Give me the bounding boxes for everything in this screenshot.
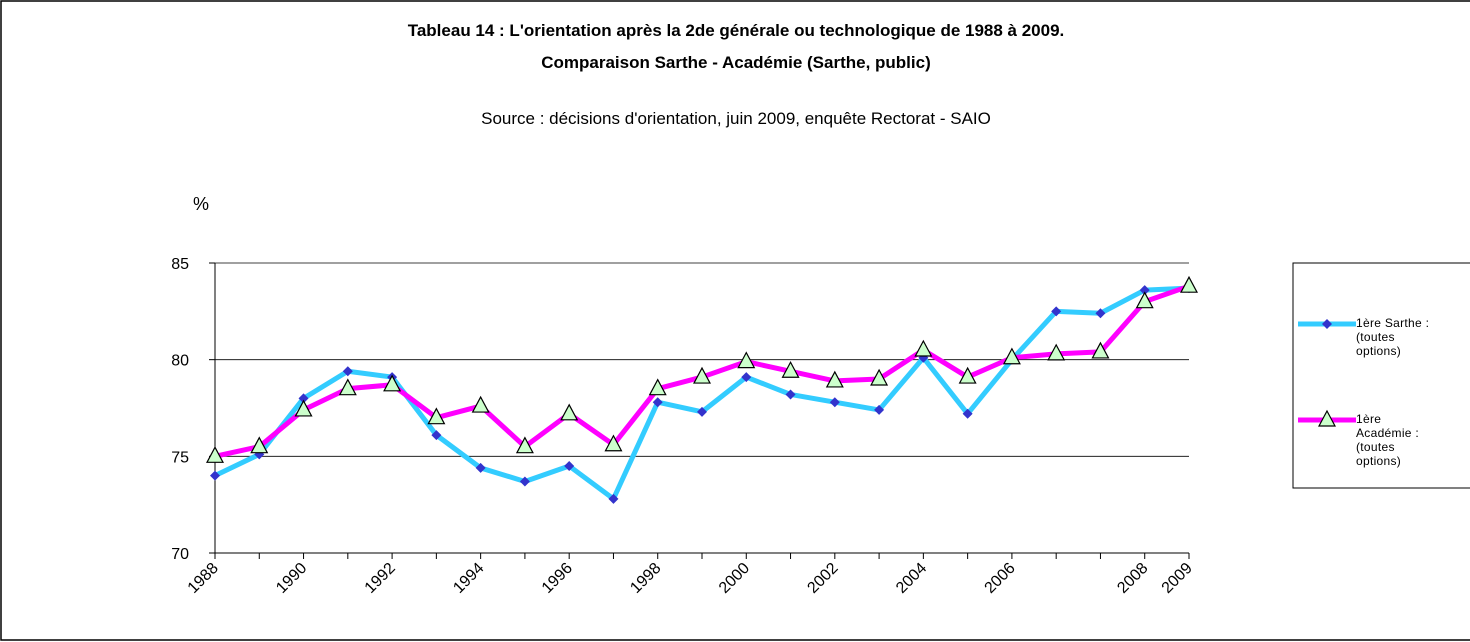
point [1180,275,1198,293]
point [1091,341,1110,359]
y-tick-label: 85 [171,256,189,273]
point [298,393,309,404]
point [475,462,486,473]
point [958,366,977,384]
point [1095,308,1106,319]
point [693,366,711,384]
y-tick-label: 70 [171,546,189,563]
point [604,434,623,452]
point [206,446,224,463]
point [342,366,353,377]
point [250,436,269,454]
chart-title: Comparaison Sarthe - Académie (Sarthe, p… [541,53,931,72]
point [1135,291,1154,309]
point [515,436,534,454]
point [870,368,889,386]
point [648,378,667,396]
point [697,406,707,417]
point [652,397,663,408]
y-tick-label: 80 [171,353,189,370]
point [427,407,446,425]
point [1051,306,1062,317]
point [338,378,357,396]
point [560,403,579,421]
chart-title: Tableau 14 : L'orientation après la 2de … [408,21,1065,40]
point [962,408,973,419]
point [210,470,220,481]
point [431,430,442,441]
point [471,395,490,413]
point [874,404,885,415]
point [564,461,575,471]
legend-label: 1ère Académie : (toutes options) [1356,412,1420,468]
legend-box [1292,262,1470,489]
point [1047,343,1066,361]
point [785,389,796,400]
legend-label: 1ère Sarthe : (toutes options) [1356,316,1430,358]
point [741,372,752,383]
point [383,374,402,392]
point [737,351,756,369]
point [829,397,840,408]
point [1322,319,1332,329]
point [608,493,619,504]
point [781,360,800,378]
point [1318,409,1336,427]
chart-subtitle: Source : décisions d'orientation, juin 2… [481,109,991,128]
point [914,339,933,357]
point [519,476,530,487]
point [294,399,313,417]
y-axis-label: % [193,194,209,214]
y-tick-label: 75 [171,449,189,466]
point [1139,285,1150,296]
point [1002,347,1021,365]
point [825,370,844,388]
